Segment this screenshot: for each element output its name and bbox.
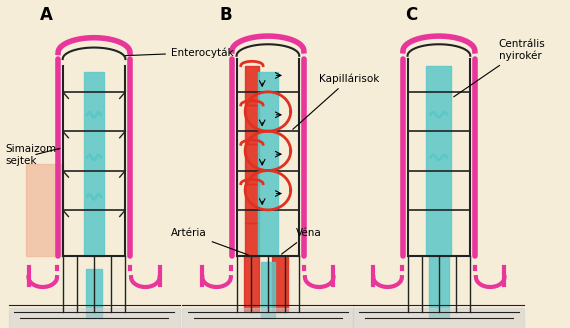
- Text: Simaizom-
sejtek: Simaizom- sejtek: [6, 144, 60, 166]
- Text: Centrális
nyirokér: Centrális nyirokér: [454, 39, 545, 97]
- Text: C: C: [405, 6, 417, 24]
- Text: Artéria: Artéria: [171, 228, 248, 255]
- Text: Enterocyták: Enterocyták: [125, 47, 234, 58]
- Text: Véna: Véna: [282, 228, 322, 254]
- Polygon shape: [26, 164, 63, 256]
- Text: Kapillárisok: Kapillárisok: [293, 73, 380, 129]
- Text: A: A: [40, 6, 53, 24]
- Text: B: B: [219, 6, 232, 24]
